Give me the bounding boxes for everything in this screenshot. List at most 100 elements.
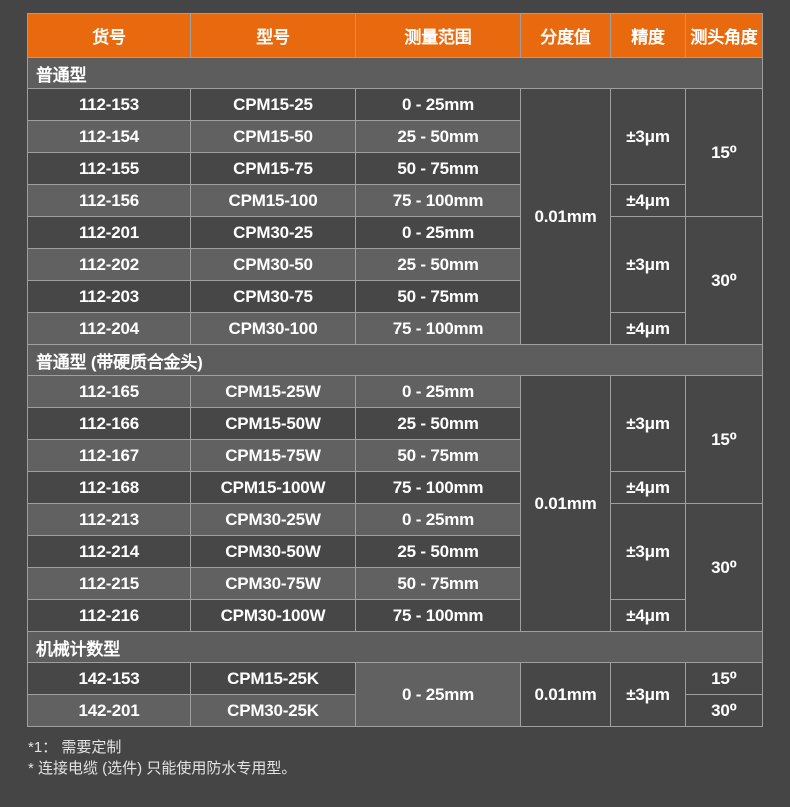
section-row: 普通型 (27, 57, 763, 89)
column-header-range: 测量范围 (355, 13, 521, 58)
accuracy-cell: ±4μm (610, 599, 686, 632)
model-cell: CPM30-25K (190, 694, 356, 727)
model-cell: CPM30-50 (190, 248, 356, 281)
accuracy-cell: ±3μm (610, 375, 686, 472)
accuracy-cell: ±4μm (610, 184, 686, 217)
accuracy-cell: ±3μm (610, 662, 686, 727)
table-row: 112-168 CPM15-100W 75 - 100mm ±4μm (27, 471, 763, 504)
table-row: 142-153 CPM15-25K 0 - 25mm 0.01mm ±3μm 1… (27, 662, 763, 727)
range-cell: 75 - 100mm (355, 184, 521, 217)
table-row: 112-203 CPM30-75 50 - 75mm (27, 280, 763, 313)
angle-cell: 30⁰ (685, 694, 763, 727)
model-cell: CPM15-50 (190, 120, 356, 153)
model-cell: CPM15-25 (190, 88, 356, 121)
model-cell: CPM15-75 (190, 152, 356, 185)
sku-cell: 112-166 (27, 407, 191, 440)
range-cell: 50 - 75mm (355, 567, 521, 600)
section-title: 普通型 (带硬质合金头) (27, 344, 763, 376)
range-cell: 25 - 50mm (355, 407, 521, 440)
table-row: 112-155 CPM15-75 50 - 75mm (27, 152, 763, 185)
footnote: * 连接电缆 (选件) 只能使用防水专用型。 (28, 760, 297, 777)
model-cell: CPM30-75 (190, 280, 356, 313)
section-title: 机械计数型 (27, 631, 763, 663)
range-cell: 25 - 50mm (355, 120, 521, 153)
table-row: 112-153 CPM15-25 0 - 25mm 0.01mm ±3μm 15… (27, 88, 763, 345)
footnote: *1： 需要定制 (28, 739, 122, 756)
sku-cell: 112-168 (27, 471, 191, 504)
range-cell: 0 - 25mm (355, 216, 521, 249)
model-cell: CPM15-75W (190, 439, 356, 472)
table-row: 112-165 CPM15-25W 0 - 25mm 0.01mm ±3μm 1… (27, 375, 763, 632)
accuracy-cell: ±4μm (610, 471, 686, 504)
accuracy-cell: ±3μm (610, 216, 686, 313)
footnotes: *1： 需要定制 * 连接电缆 (选件) 只能使用防水专用型。 (28, 737, 748, 779)
sku-cell: 112-216 (27, 599, 191, 632)
range-cell: 75 - 100mm (355, 471, 521, 504)
sku-cell: 112-155 (27, 152, 191, 185)
sku-cell: 112-153 (27, 88, 191, 121)
section-row: 普通型 (带硬质合金头) (27, 344, 763, 376)
table-row: 112-154 CPM15-50 25 - 50mm (27, 120, 763, 153)
angle-cell: 30⁰ (685, 503, 763, 632)
model-cell: CPM15-25W (190, 375, 356, 408)
table-row: 112-202 CPM30-50 25 - 50mm (27, 248, 763, 281)
angle-cell: 15⁰ (685, 662, 763, 695)
range-cell: 0 - 25mm (355, 503, 521, 536)
spec-table-container: 货号 型号 测量范围 分度值 精度 测头角度 普通型 112-153 CPM15… (27, 13, 763, 727)
angle-cell: 15⁰ (685, 88, 763, 217)
range-cell: 25 - 50mm (355, 535, 521, 568)
sku-cell: 142-153 (27, 662, 191, 695)
sku-cell: 112-165 (27, 375, 191, 408)
sku-cell: 112-201 (27, 216, 191, 249)
sku-cell: 112-214 (27, 535, 191, 568)
section-title: 普通型 (27, 57, 763, 89)
accuracy-cell: ±3μm (610, 503, 686, 600)
range-cell: 50 - 75mm (355, 152, 521, 185)
table-row: 142-201 CPM30-25K 30⁰ (27, 694, 763, 727)
section-row: 机械计数型 (27, 631, 763, 663)
column-header-sku: 货号 (27, 13, 191, 58)
range-cell: 0 - 25mm (355, 662, 521, 727)
sku-cell: 142-201 (27, 694, 191, 727)
sku-cell: 112-215 (27, 567, 191, 600)
column-header-angle: 测头角度 (685, 13, 763, 58)
accuracy-cell: ±4μm (610, 312, 686, 345)
column-header-accuracy: 精度 (610, 13, 686, 58)
range-cell: 75 - 100mm (355, 312, 521, 345)
sku-cell: 112-154 (27, 120, 191, 153)
sku-cell: 112-213 (27, 503, 191, 536)
model-cell: CPM15-100 (190, 184, 356, 217)
spec-table: 货号 型号 测量范围 分度值 精度 测头角度 普通型 112-153 CPM15… (27, 13, 763, 727)
sku-cell: 112-204 (27, 312, 191, 345)
table-row: 112-213 CPM30-25W 0 - 25mm ±3μm 30⁰ (27, 503, 763, 632)
range-cell: 50 - 75mm (355, 280, 521, 313)
table-row: 112-166 CPM15-50W 25 - 50mm (27, 407, 763, 440)
angle-cell: 30⁰ (685, 216, 763, 345)
table-row: 112-156 CPM15-100 75 - 100mm ±4μm (27, 184, 763, 217)
range-cell: 0 - 25mm (355, 375, 521, 408)
sku-cell: 112-167 (27, 439, 191, 472)
model-cell: CPM30-100 (190, 312, 356, 345)
model-cell: CPM30-25W (190, 503, 356, 536)
graduation-cell: 0.01mm (520, 662, 611, 727)
model-cell: CPM30-25 (190, 216, 356, 249)
table-row: 112-204 CPM30-100 75 - 100mm ±4μm (27, 312, 763, 345)
table-row: 112-201 CPM30-25 0 - 25mm ±3μm 30⁰ (27, 216, 763, 345)
accuracy-cell: ±3μm (610, 88, 686, 185)
range-cell: 50 - 75mm (355, 439, 521, 472)
column-header-graduation: 分度值 (520, 13, 611, 58)
model-cell: CPM30-100W (190, 599, 356, 632)
table-row: 112-215 CPM30-75W 50 - 75mm (27, 567, 763, 600)
model-cell: CPM15-25K (190, 662, 356, 695)
header-row: 货号 型号 测量范围 分度值 精度 测头角度 (27, 13, 763, 58)
model-cell: CPM15-50W (190, 407, 356, 440)
model-cell: CPM30-50W (190, 535, 356, 568)
range-cell: 25 - 50mm (355, 248, 521, 281)
range-cell: 75 - 100mm (355, 599, 521, 632)
sku-cell: 112-156 (27, 184, 191, 217)
model-cell: CPM15-100W (190, 471, 356, 504)
table-row: 112-214 CPM30-50W 25 - 50mm (27, 535, 763, 568)
sku-cell: 112-203 (27, 280, 191, 313)
sku-cell: 112-202 (27, 248, 191, 281)
column-header-model: 型号 (190, 13, 356, 58)
